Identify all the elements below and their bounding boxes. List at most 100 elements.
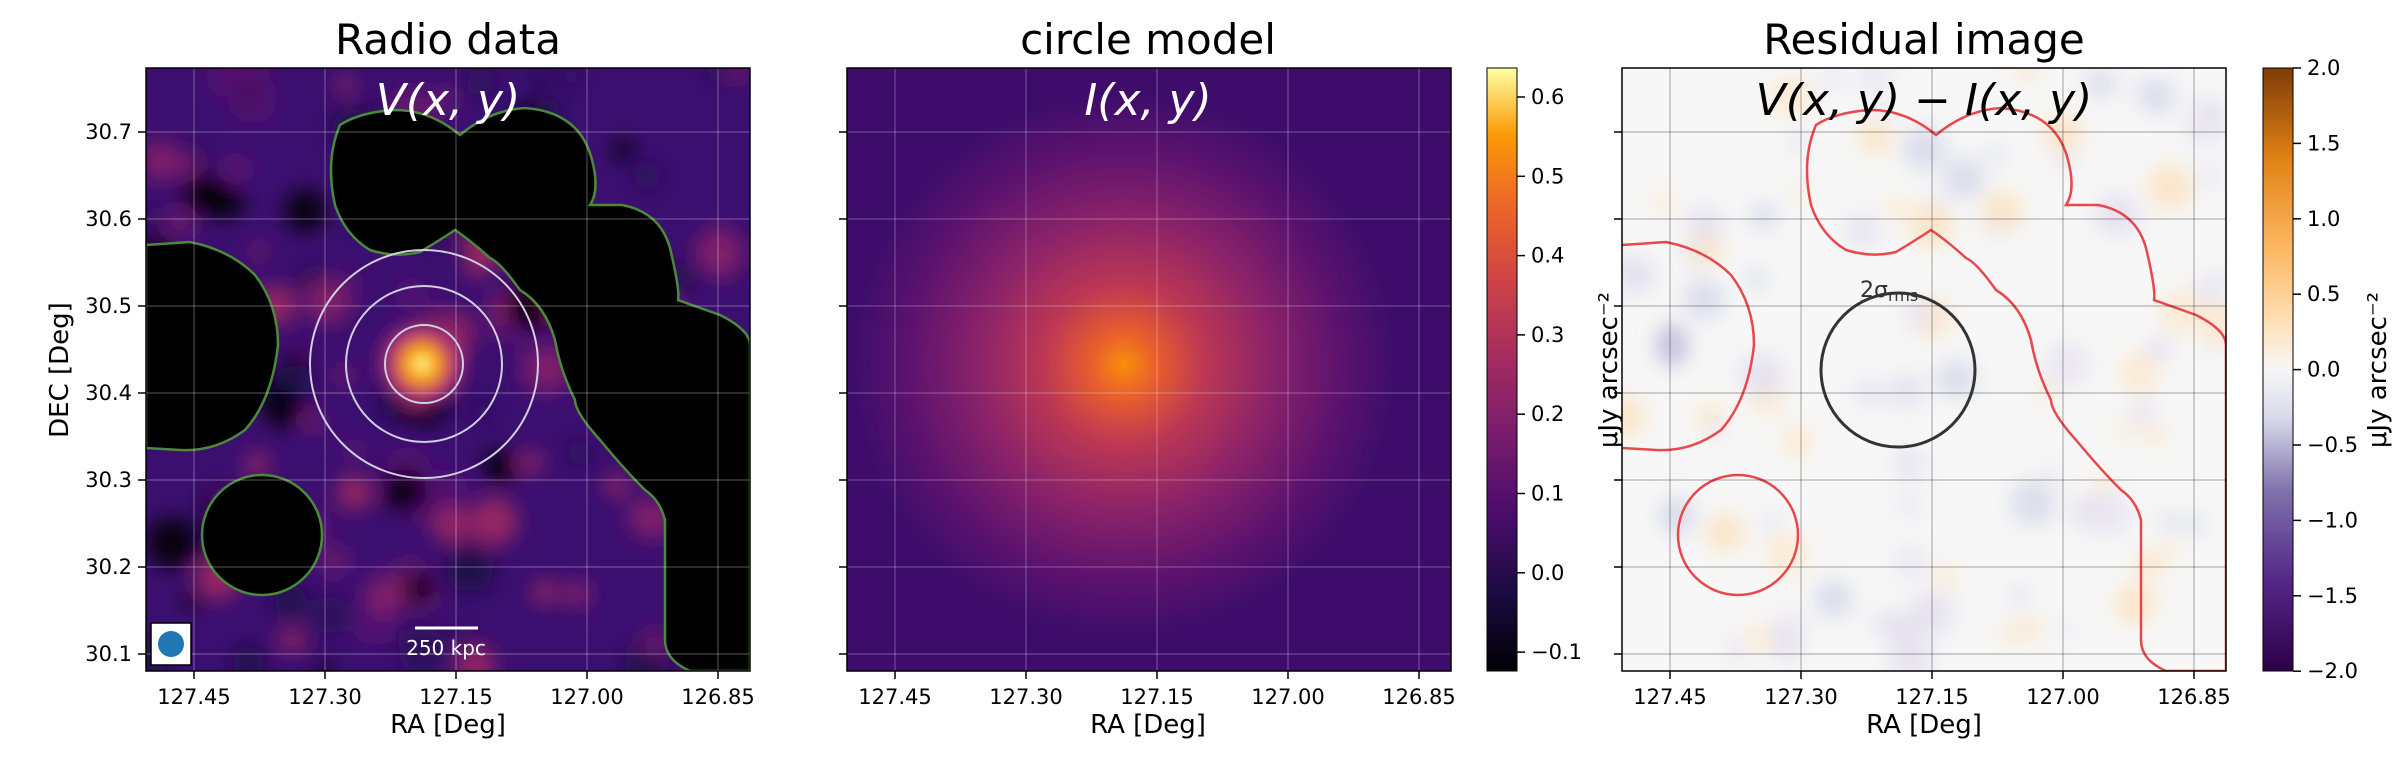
x-axis-label: RA [Deg]: [1090, 710, 1206, 740]
mask-region-top: [329, 106, 750, 671]
contour-ring-outer: [309, 249, 539, 479]
mask-region-lower: [200, 473, 324, 597]
contour-ring-inner: [384, 324, 464, 404]
sigma-circle: [1819, 291, 1977, 449]
colorbar-tick-label: −1.5: [2307, 584, 2358, 608]
noise-blob: [1705, 512, 1746, 553]
noise-blob: [2160, 511, 2182, 533]
noise-blob: [278, 627, 304, 653]
axes-frame: [846, 67, 1452, 672]
noise-blob: [2043, 341, 2091, 388]
colorbar-ticks: 0.6 0.5 0.4 0.3 0.2 0.1 0.0 −0.1: [1517, 85, 1582, 664]
noise-blob: [2087, 491, 2134, 537]
x-tick-label: 126.85: [681, 685, 754, 709]
panel-residual-image: Residual image 2σrms V(x, y) − I(x, y) 1…: [1614, 15, 2393, 740]
noise-blob: [2193, 269, 2226, 309]
colorbar-tick-label: 1.5: [2307, 131, 2340, 155]
noise-blob: [1706, 419, 1726, 439]
contour-circles: [309, 249, 539, 479]
noise-blob: [2145, 334, 2174, 363]
noise-blob: [1622, 395, 1646, 437]
noise-blob: [1901, 299, 1933, 331]
noise-blob: [284, 189, 327, 233]
colorbar-gradient: [1486, 67, 1518, 672]
noise-blob: [2084, 68, 2116, 99]
noise-blob: [2093, 476, 2113, 496]
panel-radio-data: Radio data V(x, y) 250: [45, 15, 755, 740]
noise-blob: [633, 161, 662, 190]
sigma-circle-label: 2σrms: [1860, 278, 1918, 305]
colorbar: 0.6 0.5 0.4 0.3 0.2 0.1 0.0 −0.1 μJy arcsec⁻²: [1486, 67, 1624, 672]
x-axis-label: RA [Deg]: [1866, 710, 1982, 740]
noise-blob: [163, 205, 198, 240]
grid-lines: [1622, 68, 2226, 671]
noise-blob: [1857, 120, 1893, 155]
noise-blob: [263, 390, 302, 429]
noise-blob: [1745, 624, 1774, 652]
noise-blob: [2186, 514, 2206, 534]
noise-blob: [1813, 578, 1854, 619]
noise-blob: [1852, 378, 1880, 407]
noise-blob: [455, 645, 495, 671]
noise-blob: [1893, 545, 1928, 580]
colorbar-tick-label: 0.1: [1531, 482, 1564, 506]
noise-blob: [344, 438, 365, 458]
x-tick-label: 127.45: [1633, 685, 1706, 709]
noise-blob: [1908, 590, 1956, 638]
noise-blob: [2114, 583, 2157, 625]
noise-blob: [2160, 541, 2179, 560]
noise-blob: [1936, 358, 1977, 400]
axis-ticks: 127.45 127.30 127.15 127.00 126.85: [1614, 131, 2231, 709]
noise-blob: [302, 410, 324, 432]
noise-blob: [1770, 75, 1812, 117]
noise-blob: [1857, 68, 1893, 93]
noise-blob: [2147, 164, 2194, 210]
noise-blob: [1657, 495, 1697, 536]
colorbar-tick-label: −0.1: [1531, 640, 1582, 664]
mask-region-left: [146, 240, 280, 452]
noise-blob: [1902, 126, 1947, 171]
noise-blob: [1749, 202, 1778, 231]
noise-blob: [2206, 338, 2223, 355]
noise-blob: [2009, 480, 2056, 527]
radio-mask-regions: [146, 106, 750, 671]
colorbar-tick-label: 0.2: [1531, 402, 1564, 426]
panel-annotation: V(x, y) − I(x, y): [1756, 75, 2093, 126]
panel-title: Residual image: [1763, 15, 2085, 64]
model-blob: [854, 95, 1394, 635]
noise-blob: [695, 227, 744, 275]
colorbar-tick-label: −1.0: [2307, 508, 2358, 532]
noise-blob: [1887, 372, 1926, 410]
contour-ring-middle: [345, 285, 503, 443]
noise-blob: [561, 68, 582, 88]
x-tick-label: 127.30: [989, 685, 1062, 709]
noise-blob: [1872, 98, 1892, 119]
noise-blob: [483, 449, 518, 484]
noise-blob: [315, 661, 333, 671]
noise-blob: [1654, 191, 1676, 213]
noise-blob: [364, 574, 407, 617]
noise-blob: [250, 242, 268, 260]
axes-frame: [1621, 67, 2227, 672]
noise-blob: [2134, 550, 2164, 579]
noise-blob: [1887, 195, 1911, 219]
noise-blob: [447, 545, 494, 593]
noise-blob: [432, 506, 470, 544]
noise-blob: [2007, 583, 2031, 607]
noise-blob: [1789, 132, 1809, 153]
noise-blob: [398, 627, 447, 671]
noise-blob: [2159, 290, 2202, 333]
noise-blob: [401, 572, 434, 605]
colorbar-tick-label: 0.5: [2307, 282, 2340, 306]
noise-blob: [2143, 424, 2165, 445]
noise-blob: [566, 440, 592, 467]
mask-outline-left: [1622, 240, 1756, 452]
noise-blob: [2019, 617, 2042, 640]
x-tick-label: 127.15: [1120, 685, 1193, 709]
axes-frame: [145, 67, 751, 672]
noise-blob: [1893, 447, 1927, 480]
noise-blob: [1881, 609, 1919, 647]
noise-blob: [519, 451, 543, 475]
x-tick-label: 127.30: [288, 685, 361, 709]
noise-blob: [146, 516, 198, 569]
